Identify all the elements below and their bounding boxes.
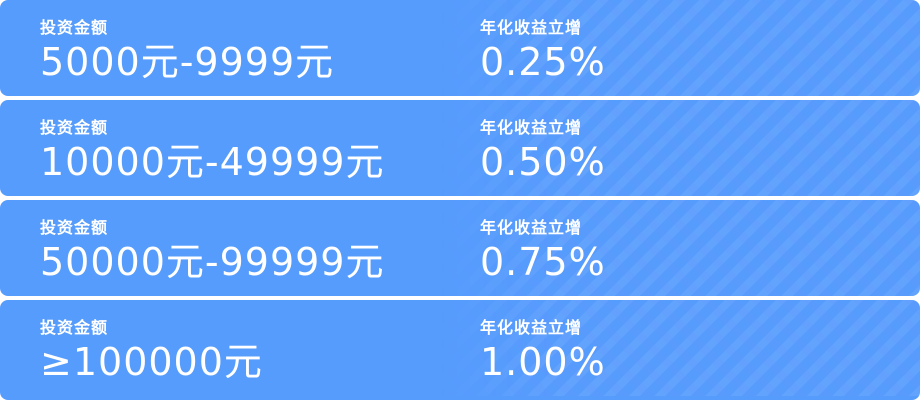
rate-boost-value: 0.75%	[480, 240, 606, 284]
rate-boost-value: 0.25%	[480, 40, 606, 84]
chevron-pattern-decoration	[440, 0, 920, 96]
tier-card: 投资金额 5000元-9999元 年化收益立增 0.25%	[0, 0, 920, 96]
amount-range-value: 50000元-99999元	[40, 240, 385, 284]
tier-card: 投资金额 ≥100000元 年化收益立增 1.00%	[0, 300, 920, 400]
amount-range-value: 10000元-49999元	[40, 140, 385, 184]
rate-boost-value: 0.50%	[480, 140, 606, 184]
amount-label: 投资金额	[40, 218, 109, 237]
amount-range-value: 5000元-9999元	[40, 40, 335, 84]
amount-label: 投资金额	[40, 118, 109, 137]
amount-label: 投资金额	[40, 18, 109, 37]
amount-label: 投资金额	[40, 318, 109, 337]
tier-card: 投资金额 50000元-99999元 年化收益立增 0.75%	[0, 200, 920, 296]
rate-label: 年化收益立增	[480, 218, 583, 237]
chevron-pattern-decoration	[440, 300, 920, 396]
tier-card: 投资金额 10000元-49999元 年化收益立增 0.50%	[0, 100, 920, 196]
rate-label: 年化收益立增	[480, 118, 583, 137]
amount-range-value: ≥100000元	[40, 340, 263, 384]
rate-boost-value: 1.00%	[480, 340, 606, 384]
rate-label: 年化收益立增	[480, 318, 583, 337]
rate-label: 年化收益立增	[480, 18, 583, 37]
chevron-pattern-decoration	[440, 200, 920, 296]
chevron-pattern-decoration	[440, 100, 920, 196]
